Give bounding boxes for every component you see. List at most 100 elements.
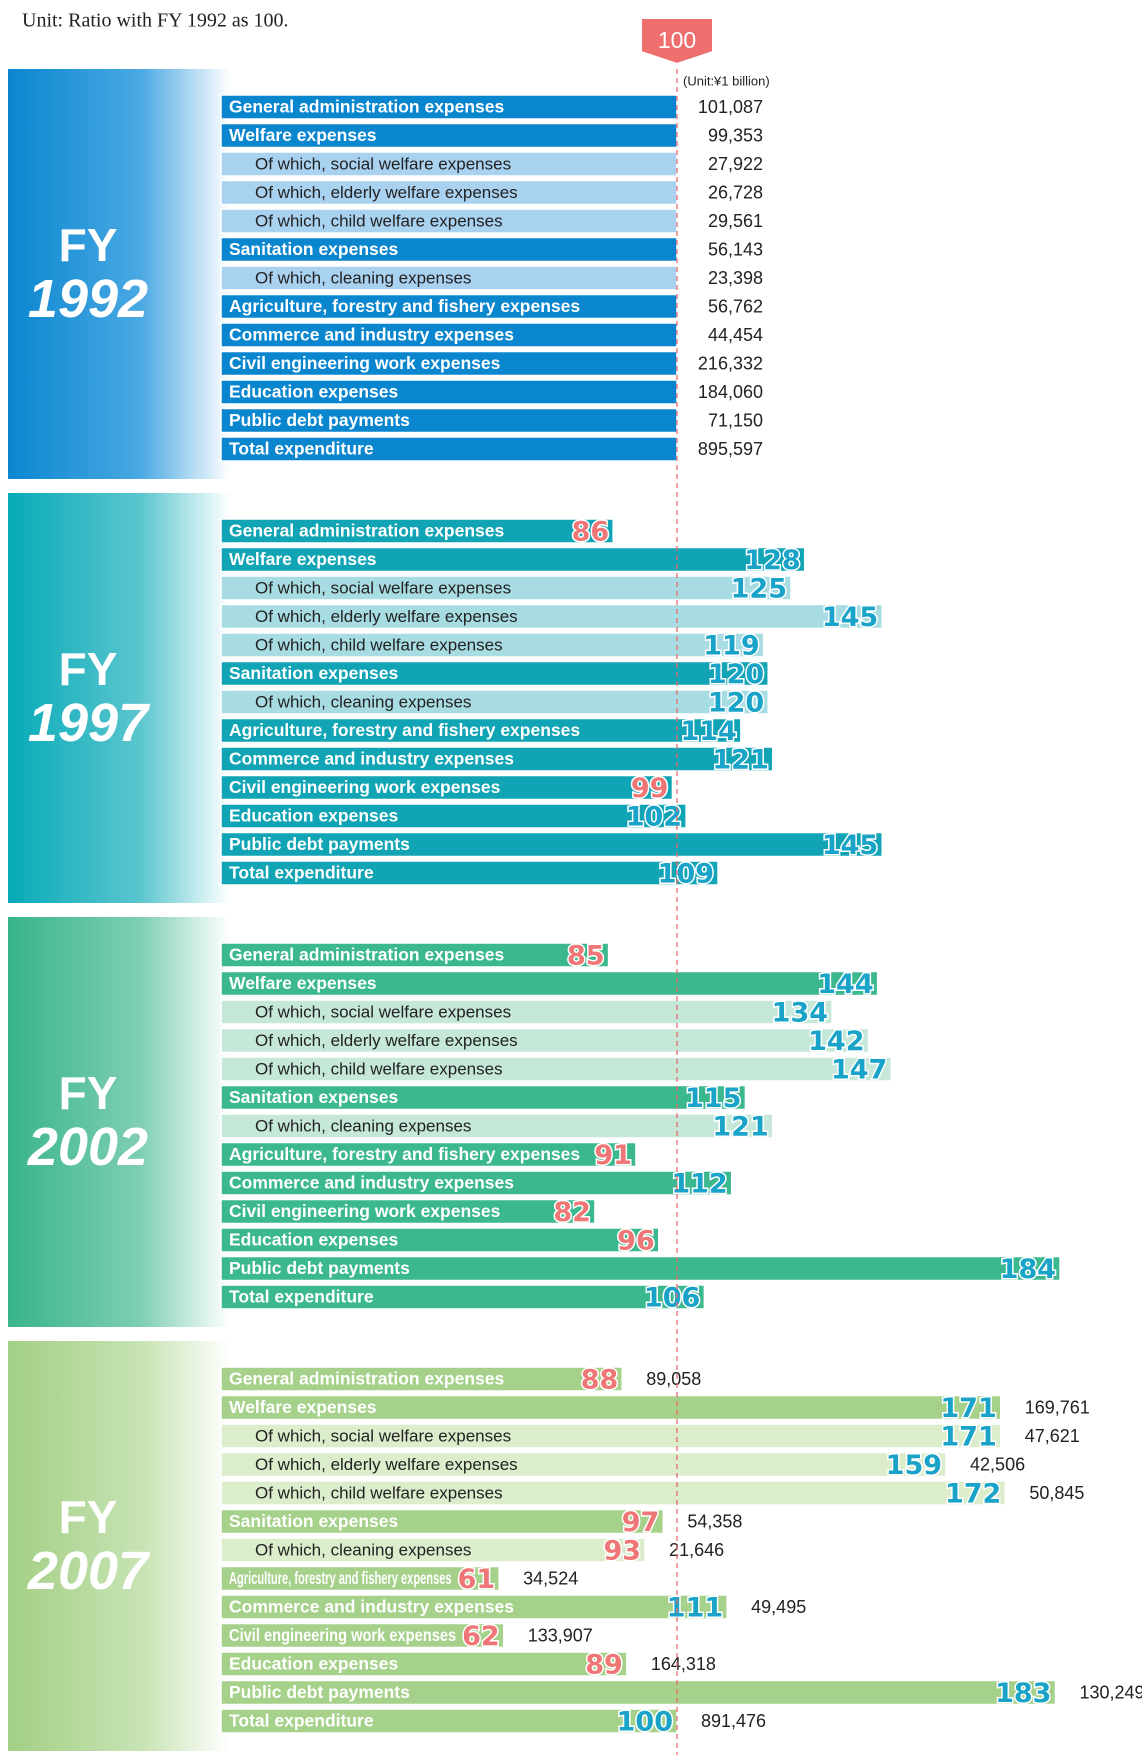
bar bbox=[220, 1480, 1007, 1506]
value-label: 101,087 bbox=[698, 97, 763, 117]
category-label: Of which, elderly welfare expenses bbox=[255, 1031, 518, 1050]
bar bbox=[220, 122, 678, 149]
category-label: Agriculture, forestry and fishery expens… bbox=[229, 296, 580, 316]
ratio-label: 120 bbox=[708, 659, 764, 690]
bar bbox=[220, 575, 792, 601]
bar bbox=[220, 236, 678, 263]
category-label: Education expenses bbox=[229, 1230, 398, 1250]
bar bbox=[220, 831, 883, 858]
category-label: Of which, child welfare expenses bbox=[255, 211, 503, 230]
amount-label: 164,318 bbox=[651, 1654, 716, 1674]
bar bbox=[220, 1622, 505, 1649]
panel-label: FY 2002 bbox=[27, 1067, 148, 1177]
value-label: 56,762 bbox=[708, 296, 763, 316]
category-label: Civil engineering work expenses bbox=[229, 1201, 501, 1221]
amount-label: 47,621 bbox=[1025, 1426, 1080, 1446]
panel-label: FY 1997 bbox=[28, 643, 151, 753]
bar bbox=[220, 746, 774, 772]
value-label: 216,332 bbox=[698, 353, 763, 373]
bar bbox=[220, 1141, 637, 1168]
bar bbox=[220, 1708, 678, 1734]
ratio-label: 102 bbox=[626, 802, 682, 833]
ratio-label: 109 bbox=[658, 859, 714, 890]
category-label: Of which, social welfare expenses bbox=[255, 154, 511, 173]
ratio-label: 145 bbox=[822, 602, 878, 633]
bar bbox=[220, 1170, 733, 1196]
category-label: Of which, elderly welfare expenses bbox=[255, 607, 518, 626]
bar bbox=[220, 1113, 774, 1139]
ratio-label: 61 bbox=[458, 1564, 496, 1595]
amount-label: 169,761 bbox=[1025, 1397, 1090, 1417]
ratio-label: 121 bbox=[712, 745, 768, 776]
ratio-label: 93 bbox=[604, 1536, 642, 1567]
bar bbox=[220, 1227, 660, 1253]
category-label: Agriculture, forestry and fishery expens… bbox=[229, 720, 580, 740]
category-label: Total expenditure bbox=[229, 1711, 374, 1731]
amount-label: 133,907 bbox=[528, 1625, 593, 1645]
bar bbox=[220, 322, 678, 348]
ratio-label: 159 bbox=[886, 1450, 942, 1481]
category-label: Of which, elderly welfare expenses bbox=[255, 1455, 518, 1474]
category-label: Civil engineering work expenses bbox=[229, 353, 501, 373]
bar bbox=[220, 179, 678, 206]
bar bbox=[220, 970, 879, 997]
category-label: Welfare expenses bbox=[229, 1397, 377, 1417]
ratio-label: 142 bbox=[808, 1026, 864, 1057]
bar bbox=[220, 603, 883, 630]
amount-label: 891,476 bbox=[701, 1711, 766, 1731]
amount-label: 49,495 bbox=[751, 1597, 806, 1617]
bar bbox=[220, 379, 678, 405]
category-label: Of which, child welfare expenses bbox=[255, 635, 503, 654]
ratio-label: 99 bbox=[631, 773, 669, 804]
bar bbox=[220, 717, 742, 744]
bar bbox=[220, 1508, 665, 1535]
ratio-label: 125 bbox=[731, 574, 787, 605]
ratio-label: 114 bbox=[680, 716, 736, 747]
category-label: Public debt payments bbox=[229, 1682, 410, 1702]
bar bbox=[220, 1537, 646, 1563]
panel bbox=[8, 917, 230, 1327]
category-label: Total expenditure bbox=[229, 1287, 374, 1307]
ratio-label: 88 bbox=[581, 1365, 619, 1396]
category-label: General administration expenses bbox=[229, 97, 505, 117]
bar bbox=[220, 774, 674, 801]
category-label: Of which, social welfare expenses bbox=[255, 578, 511, 597]
ratio-label: 172 bbox=[945, 1479, 1001, 1510]
ratio-label: 82 bbox=[553, 1197, 591, 1228]
value-label: 895,597 bbox=[698, 439, 763, 459]
panel-label: FY 1992 bbox=[28, 219, 148, 329]
bar bbox=[220, 1594, 728, 1620]
ratio-label: 145 bbox=[822, 830, 878, 861]
value-label: 56,143 bbox=[708, 239, 763, 259]
bar bbox=[220, 1255, 1061, 1282]
value-label: 184,060 bbox=[698, 382, 763, 402]
reference-label: 100 bbox=[658, 27, 696, 53]
category-label: Sanitation expenses bbox=[229, 1087, 398, 1107]
category-label: Of which, child welfare expenses bbox=[255, 1059, 503, 1078]
ratio-label: 112 bbox=[671, 1169, 727, 1200]
category-label: Agriculture, forestry and fishery expens… bbox=[229, 1144, 580, 1164]
value-label: 99,353 bbox=[708, 125, 763, 145]
value-label: 27,922 bbox=[708, 154, 763, 174]
ratio-label: 115 bbox=[685, 1083, 741, 1114]
value-label: 26,728 bbox=[708, 182, 763, 202]
bar bbox=[220, 546, 806, 573]
category-label: Civil engineering work expenses bbox=[229, 777, 501, 797]
ratio-label: 184 bbox=[1000, 1254, 1056, 1285]
category-label: Agriculture, forestry and fishery expens… bbox=[229, 1568, 452, 1588]
ratio-label: 89 bbox=[585, 1650, 623, 1681]
bar bbox=[220, 1084, 747, 1111]
bar bbox=[220, 1366, 624, 1392]
bar bbox=[220, 265, 678, 291]
value-label: 29,561 bbox=[708, 211, 763, 231]
value-label: 44,454 bbox=[708, 325, 763, 345]
ratio-label: 106 bbox=[644, 1283, 700, 1314]
bar bbox=[220, 1565, 500, 1592]
bar bbox=[220, 1679, 1057, 1706]
ratio-label: 121 bbox=[712, 1112, 768, 1143]
panel bbox=[8, 1341, 230, 1751]
category-label: Welfare expenses bbox=[229, 973, 377, 993]
category-label: Sanitation expenses bbox=[229, 239, 398, 259]
category-label: Public debt payments bbox=[229, 834, 410, 854]
amount-label: 21,646 bbox=[669, 1540, 724, 1560]
